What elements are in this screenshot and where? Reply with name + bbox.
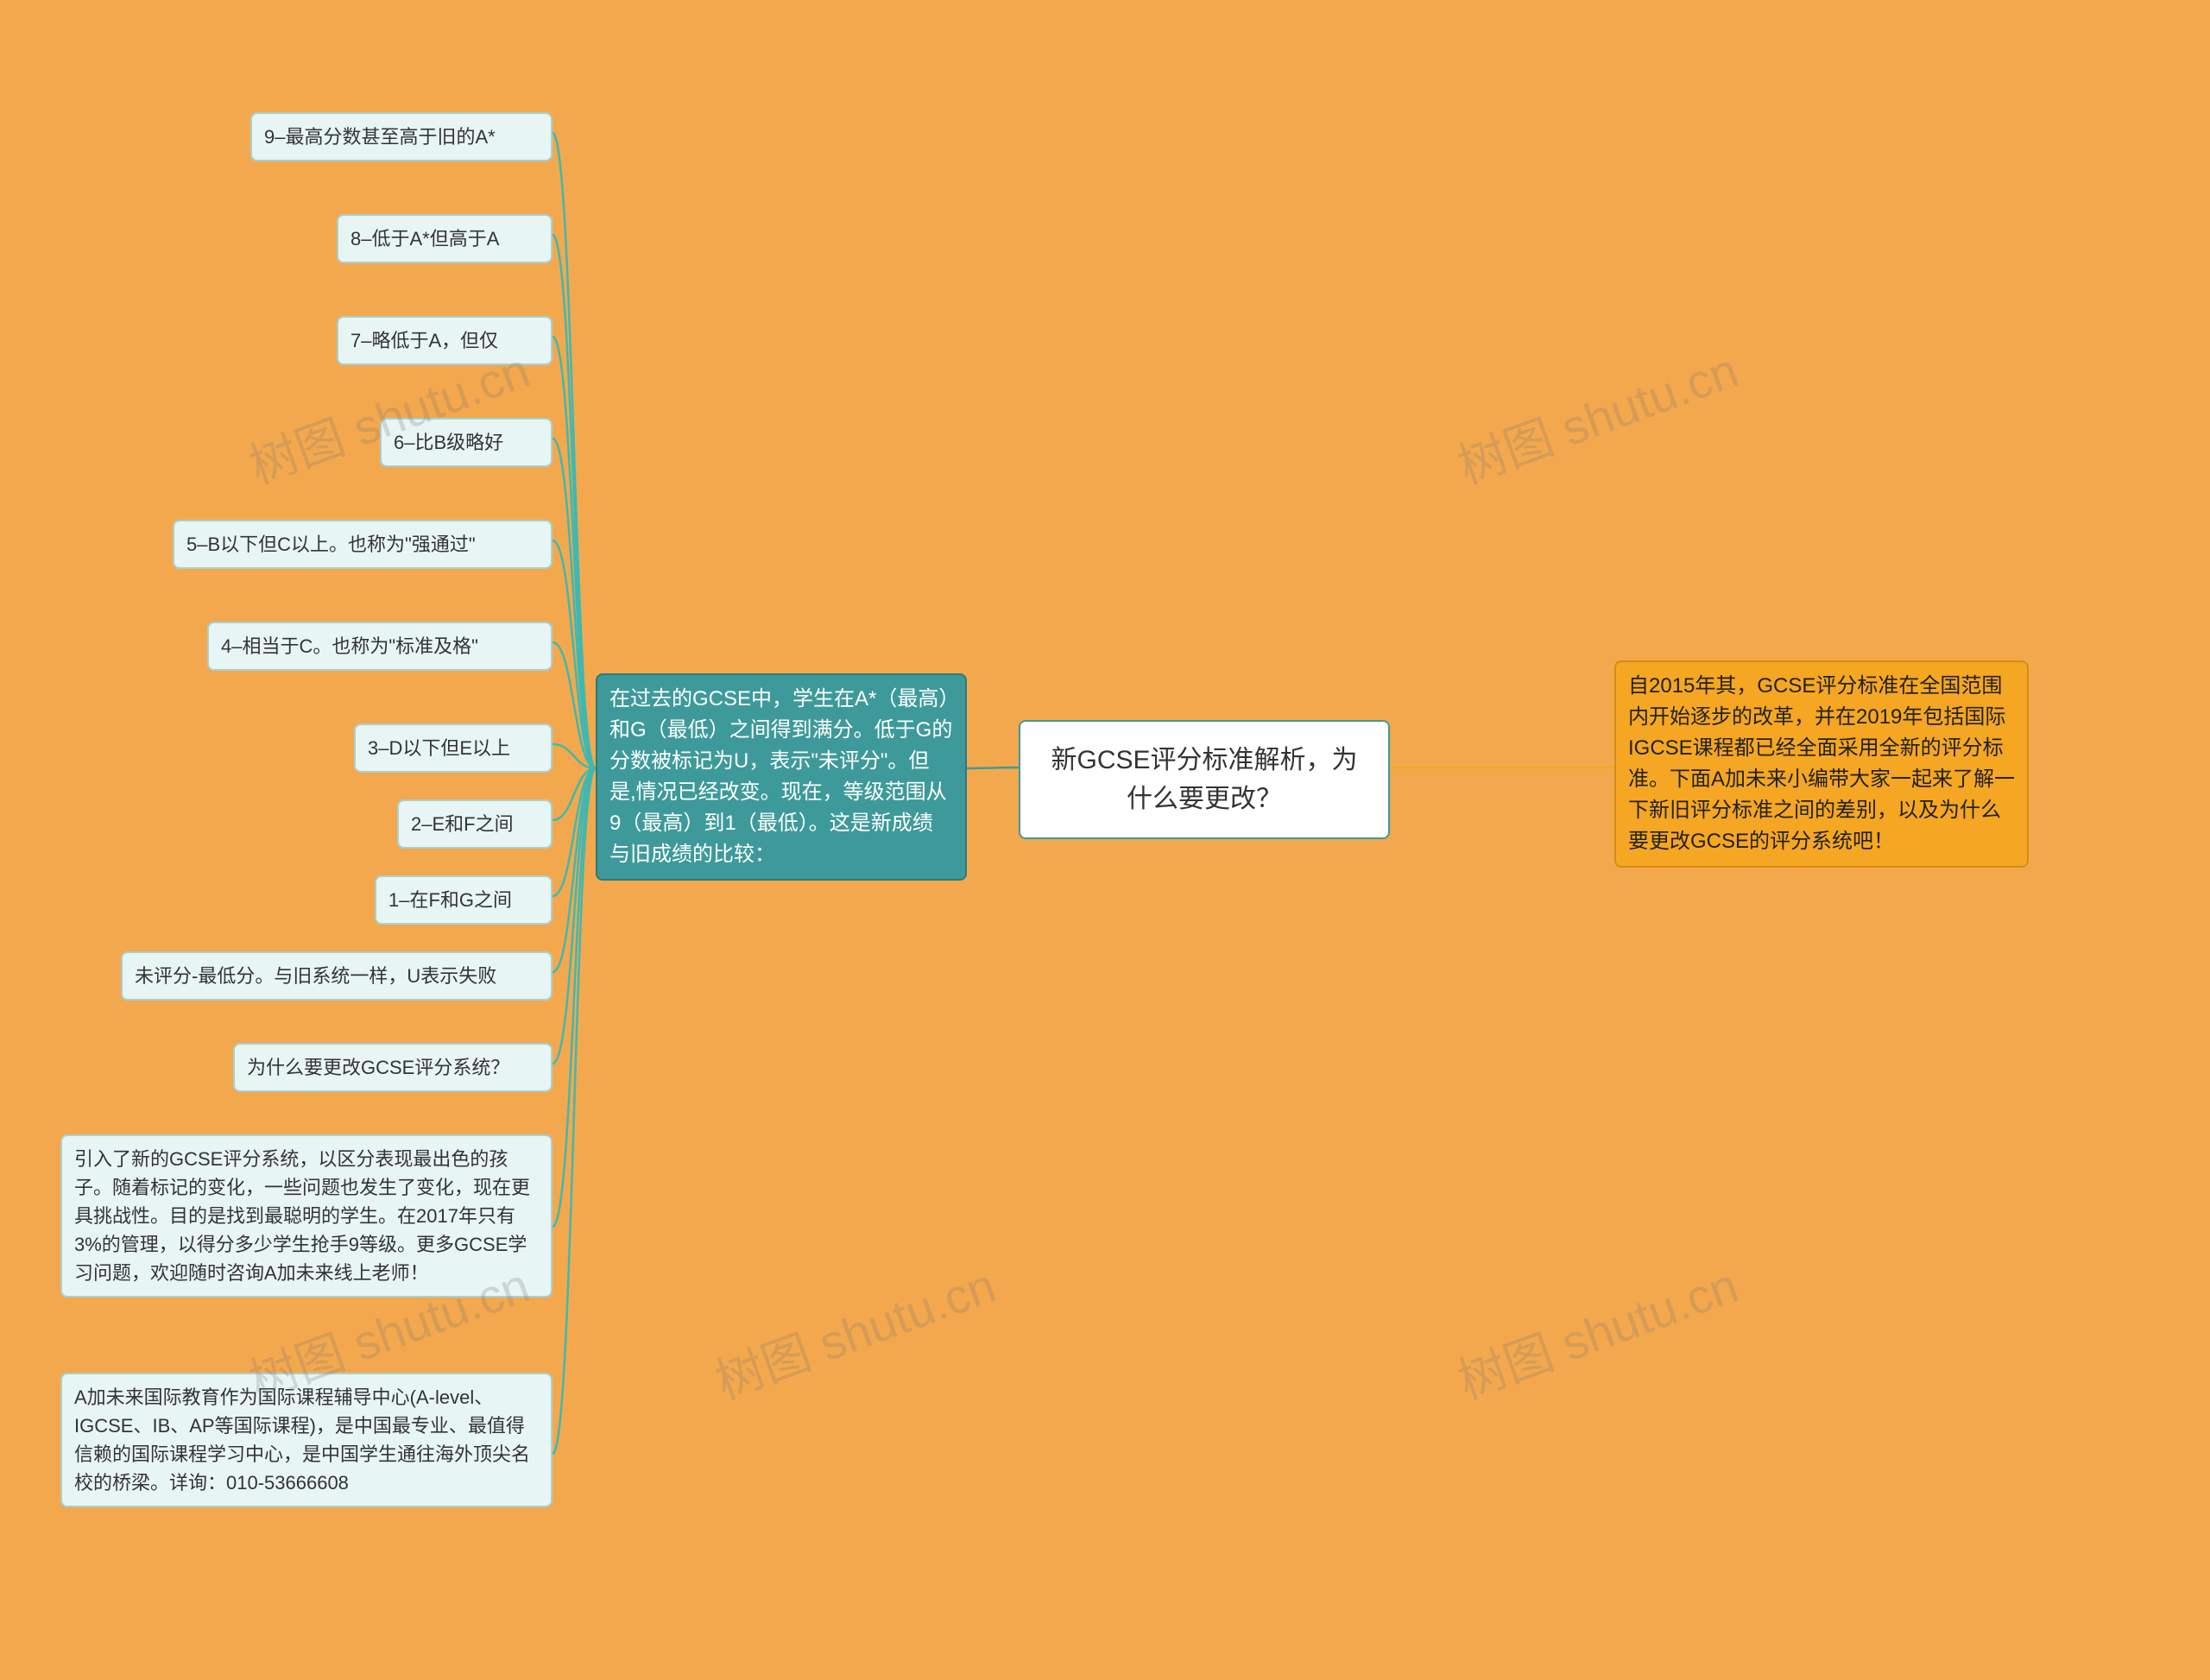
leaf-node-l5: 5–B以下但C以上。也称为"强通过": [173, 520, 552, 569]
leaf-node-l9: 1–在F和G之间: [375, 875, 552, 925]
leaf-node-l12: 引入了新的GCSE评分系统，以区分表现最出色的孩子。随着标记的变化，一些问题也发…: [60, 1134, 552, 1298]
watermark: 树图 shutu.cn: [704, 1247, 1004, 1412]
leaf-node-l13: A加未来国际教育作为国际课程辅导中心(A-level、IGCSE、IB、AP等国…: [60, 1373, 552, 1507]
leaf-node-l10: 未评分-最低分。与旧系统一样，U表示失败: [121, 951, 552, 1001]
leaf-node-l8: 2–E和F之间: [397, 799, 552, 849]
watermark: 树图 shutu.cn: [1447, 332, 1746, 497]
leaf-node-l2: 8–低于A*但高于A: [337, 214, 552, 263]
watermark: 树图 shutu.cn: [1447, 1247, 1746, 1412]
leaf-node-l7: 3–D以下但E以上: [354, 723, 552, 773]
leaf-node-l11: 为什么要更改GCSE评分系统？: [233, 1043, 552, 1092]
leaf-node-l4: 6–比B级略好: [380, 418, 552, 467]
leaf-node-l1: 9–最高分数甚至高于旧的A*: [250, 112, 552, 161]
leaf-node-l6: 4–相当于C。也称为"标准及格": [207, 622, 552, 671]
leaf-node-l3: 7–略低于A，但仅: [337, 316, 552, 365]
left-hub-node: 在过去的GCSE中，学生在A*（最高）和G（最低）之间得到满分。低于G的分数被标…: [596, 673, 967, 881]
right-branch-node: 自2015年其，GCSE评分标准在全国范围内开始逐步的改革，并在2019年包括国…: [1614, 660, 2029, 868]
center-node: 新GCSE评分标准解析，为什么要更改？: [1019, 720, 1390, 839]
